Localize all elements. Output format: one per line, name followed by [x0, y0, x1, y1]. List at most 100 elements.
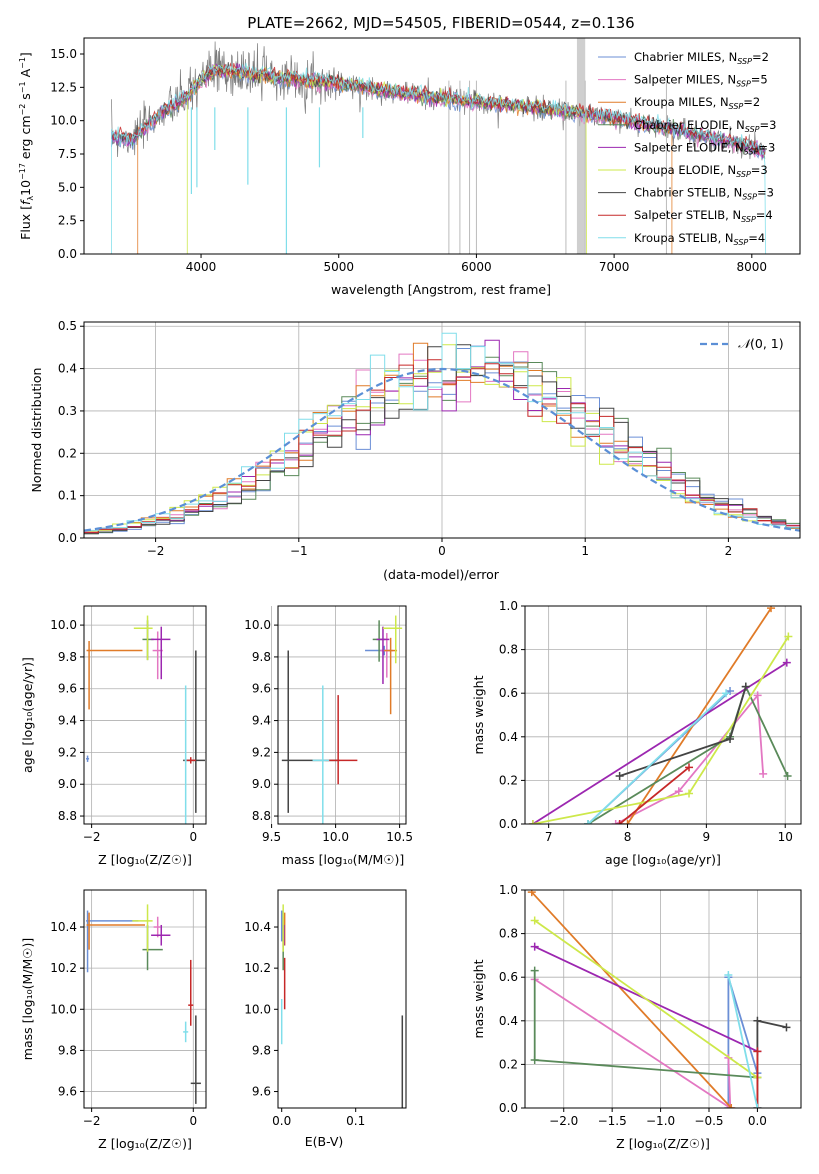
y-tick-label: 1.0	[499, 599, 518, 613]
x-tick-label: −1.0	[646, 1114, 675, 1128]
line-chabrier-elodie	[584, 682, 792, 824]
plot-area	[86, 904, 201, 1104]
y-tick-label: 0.0	[58, 247, 77, 261]
axes-weight_vs_age: 7 8 9 10 0.0 0.2 0.4 0.6 0.8 1.0 age [log₁₀(age/yr…	[499, 599, 802, 867]
line-kroupa-stelib	[584, 689, 731, 824]
axes-mass_vs_Z: −2 0 9.6 9.8 10.0 10.2 10.4 Z [log₁₀(Z/Z☉)] mass…	[20, 889, 207, 1151]
axis-label: Z [log₁₀(Z/Z☉)]	[616, 1136, 710, 1151]
weight-marker	[741, 682, 750, 691]
x-tick-label: −2	[83, 830, 101, 844]
axes-residuals: −2 −1 0 1 2 0.0 0.1 0.2 0.3 0.4 0.5 𝒩(0, 1)	[58, 319, 801, 558]
weight-age-ylabel: mass weight	[471, 675, 486, 754]
x-tick-label: 8	[624, 830, 632, 844]
weight-marker	[528, 820, 537, 824]
y-tick-label: 9.0	[58, 777, 77, 791]
axes-mass_vs_ebv: 0.0 0.1 9.6 9.8 10.0 10.2 10.4	[244, 889, 407, 1128]
y-tick-label: 10.0	[50, 618, 77, 632]
y-tick-label: 10.0	[244, 1002, 271, 1016]
weight-marker	[726, 734, 735, 743]
plot-area	[111, 38, 767, 254]
weight-line	[587, 692, 727, 824]
weight-line	[534, 919, 758, 1079]
y-tick-label: 0.2	[499, 773, 518, 787]
x-tick-label: 7000	[599, 260, 630, 274]
point-salpeter-elodie	[376, 626, 390, 684]
weight-marker	[726, 1104, 735, 1108]
y-tick-label: 10.0	[50, 1002, 77, 1016]
axes-frame	[524, 889, 802, 1109]
plot-area	[527, 890, 791, 1108]
y-tick-label: 7.5	[58, 147, 77, 161]
weight-line	[532, 636, 790, 824]
x-tick-label: −2	[147, 544, 165, 558]
y-tick-label: 10.2	[244, 961, 271, 975]
axes-frame	[83, 321, 801, 539]
line-salpeter-stelib	[753, 1047, 762, 1108]
legend-label: Salpeter MILES, NSSP=5	[634, 73, 768, 89]
point-kroupa-stelib	[183, 1021, 189, 1043]
x-tick-label: 9.5	[262, 830, 281, 844]
y-tick-label: 8.8	[252, 809, 271, 823]
ebv-xlabel: E(B-V)	[305, 1134, 344, 1149]
y-tick-label: 10.0	[244, 618, 271, 632]
x-tick-label: 0.0	[748, 1114, 767, 1128]
weight-marker	[782, 658, 791, 667]
y-tick-label: 0.2	[58, 446, 77, 460]
axes-frame	[83, 889, 207, 1109]
axis-label: Z [log₁₀(Z/Z☉)]	[98, 1136, 192, 1151]
axes-frame	[277, 605, 407, 825]
weight-marker	[615, 772, 624, 781]
point-kroupa-miles	[384, 637, 398, 715]
x-tick-label: −2.0	[549, 1114, 578, 1128]
y-tick-label: 0.8	[499, 927, 518, 941]
x-tick-label: 0.1	[346, 1114, 365, 1128]
hist-kroupa-stelib	[84, 332, 800, 531]
line-kroupa-stelib	[724, 971, 762, 1108]
weight-marker	[530, 966, 539, 975]
y-tick-label: 9.6	[252, 1085, 271, 1099]
point-salpeter-stelib	[188, 959, 194, 1026]
axis-label: age [log₁₀(age/yr)]	[20, 657, 35, 773]
point-kroupa-stelib	[312, 685, 330, 824]
axis-label: mass [log₁₀(M/M☉)]	[20, 938, 35, 1060]
axes-spectrum: 4000 5000 6000 7000 8000 0.0 2.5 5.0 7.5 10.0 12.5…	[18, 37, 801, 274]
weight-marker	[674, 787, 683, 796]
x-tick-label: 7	[545, 830, 553, 844]
point-chabrier-elodie	[142, 924, 163, 971]
legend: Chabrier MILES, NSSP=2 Salpeter MILES, NS…	[598, 50, 776, 247]
weight-marker	[783, 772, 792, 781]
legend-label: Kroupa ELODIE, NSSP=3	[634, 163, 768, 179]
normal-curve	[84, 367, 800, 532]
point-salpeter-miles	[153, 916, 161, 938]
line-kroupa-elodie	[528, 632, 793, 824]
x-tick-label: −1.5	[598, 1114, 627, 1128]
line-salpeter-stelib	[615, 763, 694, 824]
axes-age_vs_Z: −2 0 8.8 9.0 9.2 9.4 9.6 9.8 10.0 Z [log₁₀(Z/Z☉)]…	[20, 605, 207, 867]
plot-area	[86, 615, 205, 824]
spectrum-xlabel: wavelength [Angstrom, rest frame]	[331, 282, 551, 297]
point-salpeter-elodie	[151, 626, 171, 680]
weight-marker	[611, 820, 620, 824]
weight-marker	[623, 820, 632, 824]
axis-label: mass [log₁₀(M/M☉)]	[282, 852, 404, 867]
point-kroupa-stelib	[184, 685, 187, 824]
line-salpeter-miles	[530, 975, 735, 1108]
x-tick-label: −0.5	[694, 1114, 723, 1128]
plot-area	[84, 332, 800, 535]
y-tick-label: 10.2	[50, 961, 77, 975]
axes-weight_vs_Z: −2.0 −1.5 −1.0 −0.5 0.0 0.0 0.2 0.4 0.6 0.8 1.0 Z […	[499, 883, 802, 1151]
y-tick-label: 0.1	[58, 489, 77, 503]
axes-frame	[83, 37, 801, 255]
y-tick-label: 9.6	[58, 682, 77, 696]
legend-label: Chabrier ELODIE, NSSP=3	[634, 118, 776, 134]
y-tick-label: 9.6	[58, 1085, 77, 1099]
point-kroupa-miles	[86, 912, 145, 950]
weight-line	[615, 693, 764, 824]
legend-label: 𝒩(0, 1)	[738, 336, 784, 351]
legend-label: Kroupa STELIB, NSSP=4	[634, 231, 765, 247]
x-tick-label: 10.0	[322, 830, 349, 844]
residuals-ylabel: Normed distribution	[29, 368, 44, 493]
weight-marker	[782, 1023, 791, 1032]
x-tick-label: 0	[438, 544, 446, 558]
